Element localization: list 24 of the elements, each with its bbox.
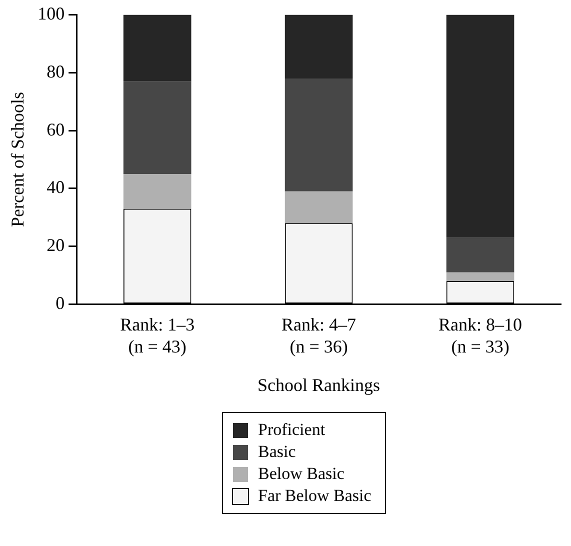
- y-tick-label: 40: [46, 177, 65, 198]
- legend-label: Far Below Basic: [258, 485, 372, 507]
- bar: [446, 238, 514, 272]
- bar: [284, 191, 353, 224]
- legend-label: Basic: [258, 441, 296, 463]
- x-tick-label: Rank: 1–3 (n = 43): [120, 314, 195, 356]
- y-tick-label: 0: [56, 292, 65, 313]
- bar: [123, 81, 192, 174]
- bar: [123, 174, 192, 209]
- y-tick-label: 80: [46, 61, 65, 82]
- y-axis-title: Percent of Schools: [8, 92, 28, 227]
- y-tick-label: 60: [46, 119, 65, 140]
- x-tick-label: Rank: 4–7 (n = 36): [282, 314, 356, 356]
- x-tick-label: Rank: 8–10 (n = 33): [438, 314, 522, 356]
- bar: [446, 272, 514, 282]
- y-tick-label: 100: [38, 4, 65, 24]
- bar: [446, 14, 514, 238]
- bar: [284, 78, 353, 192]
- legend-label: Proficient: [258, 419, 326, 441]
- y-tick-label: 20: [46, 235, 65, 256]
- x-axis-title: School Rankings: [258, 374, 380, 395]
- legend-label: Below Basic: [258, 463, 344, 485]
- bar: [284, 14, 353, 78]
- bar: [123, 14, 192, 82]
